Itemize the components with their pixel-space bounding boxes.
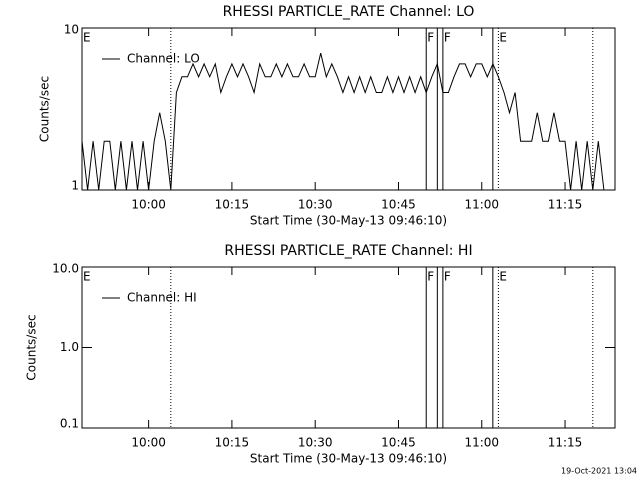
x-axis-label: Start Time (30-May-13 09:46:10): [250, 452, 447, 466]
y-tick-label: 1: [71, 179, 79, 193]
y-tick-label: 10: [64, 23, 79, 37]
data-line: [81, 52, 605, 191]
x-tick-label: 10:00: [131, 198, 166, 212]
legend-label: Channel: LO: [127, 52, 200, 66]
event-flag: E: [499, 270, 507, 284]
y-axis-label: Counts/sec: [38, 76, 52, 142]
legend-label: Channel: HI: [127, 291, 197, 305]
chart-title: RHESSI PARTICLE_RATE Channel: LO: [223, 4, 475, 20]
x-tick-label: 10:00: [131, 436, 166, 450]
event-flag: F: [444, 270, 451, 284]
event-flag: F: [427, 31, 434, 45]
x-tick-label: 11:15: [548, 198, 583, 212]
x-tick-label: 10:30: [298, 198, 333, 212]
event-flag: E: [83, 31, 91, 45]
y-tick-label: 1.0: [60, 340, 79, 354]
x-tick-label: 11:00: [464, 198, 499, 212]
x-tick-label: 10:30: [298, 436, 333, 450]
y-axis-label: Counts/sec: [25, 314, 39, 380]
x-tick-label: 11:00: [464, 436, 499, 450]
event-flag: F: [444, 31, 451, 45]
event-flag: E: [83, 270, 91, 284]
x-axis-label: Start Time (30-May-13 09:46:10): [250, 214, 447, 228]
event-flag: F: [427, 270, 434, 284]
y-tick-label: 0.1: [60, 417, 79, 431]
x-tick-label: 10:15: [215, 436, 250, 450]
x-tick-label: 10:15: [215, 198, 250, 212]
x-tick-label: 11:15: [548, 436, 583, 450]
x-tick-label: 10:45: [381, 198, 416, 212]
chart-title: RHESSI PARTICLE_RATE Channel: HI: [224, 243, 472, 259]
x-tick-label: 10:45: [381, 436, 416, 450]
event-flag: E: [499, 31, 507, 45]
plot-frame: [81, 27, 616, 191]
footer-date: 19-Oct-2021 13:04: [561, 467, 637, 476]
y-tick-label: 10.0: [52, 262, 79, 276]
